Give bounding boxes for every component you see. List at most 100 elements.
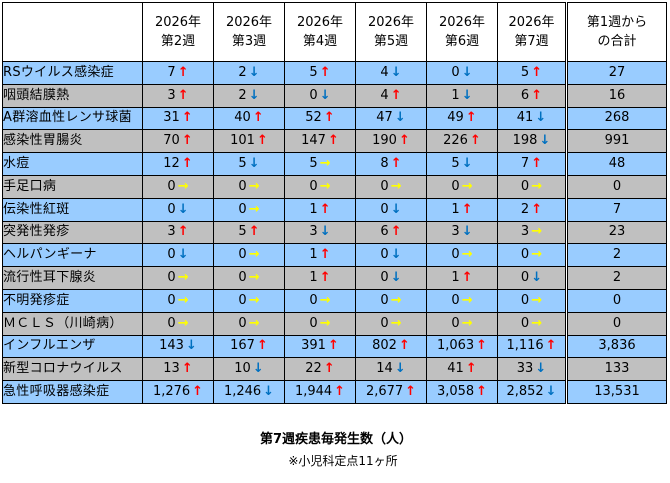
arrow-right-icon: → — [248, 315, 260, 331]
weekly-count-cell: 1,276 ↑ — [142, 380, 214, 404]
cumulative-total: 0 — [565, 288, 667, 313]
header-week: 2026年 第6週 — [426, 2, 498, 62]
table-row: 水痘 12 ↑ 5 ↓ 5 → 8 ↑ 5 ↓ 7 ↑ 48 — [2, 152, 667, 176]
weekly-count-cell: 10 ↓ — [213, 357, 285, 382]
arrow-up-icon: ↑ — [323, 110, 335, 126]
weekly-count-cell: 0 → — [426, 174, 498, 199]
table-row: 伝染性紅斑 0 ↓ 0 → 1 ↑ 0 ↓ 1 ↑ 2 ↑ 7 — [2, 197, 667, 222]
arrow-right-icon: → — [531, 178, 543, 194]
weekly-count-cell: 147 ↑ — [284, 129, 356, 154]
weekly-count: 143 — [159, 338, 184, 354]
weekly-count-cell: 0 ↓ — [142, 197, 214, 222]
weekly-count: 0 — [167, 247, 176, 263]
disease-name: 新型コロナウイルス — [2, 357, 143, 382]
arrow-up-icon: ↑ — [531, 64, 543, 80]
weekly-count: 2 — [520, 201, 530, 217]
arrow-up-icon: ↑ — [319, 64, 331, 80]
weekly-count-cell: 31 ↑ — [142, 106, 214, 131]
header-line2: 第7週 — [514, 34, 549, 49]
cumulative-total: 0 — [565, 174, 667, 199]
cumulative-total: 2 — [565, 266, 667, 290]
arrow-down-icon: ↓ — [390, 247, 402, 263]
arrow-right-icon: → — [248, 201, 260, 217]
weekly-count-cell: 0 → — [213, 288, 285, 313]
weekly-count-cell: 0 → — [426, 311, 498, 336]
weekly-count-cell: 1,116 ↑ — [497, 334, 567, 359]
weekly-count: 3 — [167, 87, 176, 103]
arrow-right-icon: → — [248, 270, 260, 286]
weekly-count-cell: 167 ↑ — [213, 334, 285, 359]
arrow-right-icon: → — [248, 178, 260, 194]
arrow-down-icon: ↓ — [248, 87, 260, 103]
weekly-count: 0 — [167, 292, 176, 308]
header-line1: 2026年 — [154, 15, 202, 30]
weekly-count-cell: 198 ↓ — [497, 129, 567, 154]
weekly-count-cell: 5 ↑ — [213, 220, 285, 245]
arrow-right-icon: → — [248, 247, 260, 263]
disease-name: ＭＣＬＳ（川崎病） — [2, 311, 143, 336]
cumulative-total: 48 — [565, 152, 667, 176]
weekly-count: 147 — [301, 133, 326, 149]
weekly-count-cell: 0 → — [355, 288, 427, 313]
table-row: ＭＣＬＳ（川崎病） 0 → 0 → 0 → 0 → 0 → 0 → 0 — [2, 311, 667, 336]
arrow-down-icon: ↓ — [185, 338, 197, 354]
arrow-right-icon: → — [531, 292, 543, 308]
weekly-count-cell: 0 → — [284, 288, 356, 313]
weekly-count: 802 — [372, 338, 397, 354]
weekly-count: 391 — [301, 338, 326, 354]
weekly-count-cell: 1 ↑ — [426, 266, 498, 290]
weekly-count-cell: 7 ↑ — [142, 61, 214, 85]
weekly-count: 0 — [238, 292, 247, 308]
weekly-count: 0 — [380, 201, 389, 217]
weekly-count-cell: 4 ↓ — [355, 61, 427, 85]
weekly-count: 0 — [167, 270, 176, 286]
header-corner — [2, 2, 143, 62]
weekly-count-cell: 0 ↓ — [355, 197, 427, 222]
weekly-count-cell: 190 ↑ — [355, 129, 427, 154]
weekly-count-cell: 3 ↓ — [284, 220, 356, 245]
weekly-count-cell: 0 → — [213, 174, 285, 199]
header-line1: 2026年 — [438, 15, 486, 30]
table-row: A群溶血性レンサ球菌 31 ↑ 40 ↑ 52 ↑ 47 ↓ 49 ↑ 41 ↓ 268 — [2, 106, 667, 131]
weekly-count: 0 — [451, 64, 460, 80]
disease-name: 流行性耳下腺炎 — [2, 266, 143, 290]
weekly-count-cell: 1 ↑ — [284, 266, 356, 290]
header-line1: 2026年 — [508, 15, 555, 30]
weekly-count-cell: 0 → — [497, 288, 567, 313]
arrow-up-icon: ↑ — [319, 247, 331, 263]
weekly-count: 1 — [309, 247, 318, 263]
weekly-count: 0 — [380, 270, 389, 286]
weekly-count: 5 — [309, 156, 318, 172]
arrow-right-icon: → — [461, 315, 473, 331]
arrow-down-icon: ↓ — [461, 156, 473, 172]
arrow-right-icon: → — [531, 247, 543, 263]
arrow-up-icon: ↑ — [531, 87, 543, 103]
arrow-up-icon: ↑ — [252, 110, 264, 126]
weekly-count-cell: 1 ↑ — [284, 197, 356, 222]
weekly-count-cell: 3 ↑ — [142, 220, 214, 245]
weekly-count-cell: 6 ↑ — [497, 83, 567, 108]
arrow-right-icon: → — [177, 270, 189, 286]
arrow-right-icon: → — [461, 247, 473, 263]
weekly-count: 1,944 — [294, 384, 333, 400]
weekly-count: 14 — [376, 361, 393, 377]
table-row: ヘルパンギーナ 0 ↓ 0 → 1 ↑ 0 ↓ 0 → 0 → 2 — [2, 243, 667, 268]
weekly-count: 0 — [380, 247, 389, 263]
weekly-count: 3 — [451, 224, 460, 240]
arrow-up-icon: ↑ — [177, 64, 189, 80]
weekly-count: 0 — [238, 315, 247, 331]
weekly-count-cell: 2,677 ↑ — [355, 380, 427, 404]
weekly-count: 0 — [238, 201, 247, 217]
weekly-count: 1,116 — [506, 338, 544, 354]
weekly-count-cell: 2 ↓ — [213, 61, 285, 85]
weekly-count-cell: 101 ↑ — [213, 129, 285, 154]
weekly-count: 0 — [238, 178, 247, 194]
weekly-count-cell: 0 → — [426, 288, 498, 313]
weekly-count: 0 — [309, 87, 318, 103]
header-line1: 2026年 — [296, 15, 344, 30]
header-week: 2026年第7週 — [497, 2, 567, 62]
weekly-count: 4 — [380, 64, 389, 80]
weekly-count: 6 — [520, 87, 530, 103]
arrow-down-icon: ↓ — [545, 384, 557, 400]
weekly-count: 5 — [309, 64, 318, 80]
